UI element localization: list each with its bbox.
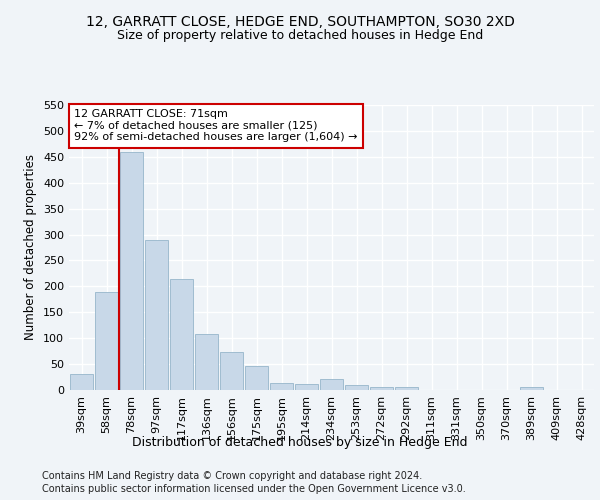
Bar [120, 152, 143, 390]
Bar [320, 379, 343, 390]
Text: Distribution of detached houses by size in Hedge End: Distribution of detached houses by size … [132, 436, 468, 449]
Text: Contains HM Land Registry data © Crown copyright and database right 2024.: Contains HM Land Registry data © Crown c… [42, 471, 422, 481]
Bar [95, 292, 118, 390]
Bar [395, 388, 418, 390]
Y-axis label: Number of detached properties: Number of detached properties [25, 154, 37, 340]
Bar [170, 278, 193, 390]
Text: 12 GARRATT CLOSE: 71sqm
← 7% of detached houses are smaller (125)
92% of semi-de: 12 GARRATT CLOSE: 71sqm ← 7% of detached… [74, 110, 358, 142]
Text: Contains public sector information licensed under the Open Government Licence v3: Contains public sector information licen… [42, 484, 466, 494]
Text: 12, GARRATT CLOSE, HEDGE END, SOUTHAMPTON, SO30 2XD: 12, GARRATT CLOSE, HEDGE END, SOUTHAMPTO… [86, 16, 514, 30]
Bar [220, 352, 243, 390]
Bar [370, 388, 393, 390]
Bar [345, 386, 368, 390]
Bar [245, 366, 268, 390]
Bar [295, 384, 318, 390]
Bar [195, 334, 218, 390]
Bar [520, 388, 543, 390]
Bar [270, 384, 293, 390]
Text: Size of property relative to detached houses in Hedge End: Size of property relative to detached ho… [117, 30, 483, 43]
Bar [70, 374, 93, 390]
Bar [145, 240, 168, 390]
